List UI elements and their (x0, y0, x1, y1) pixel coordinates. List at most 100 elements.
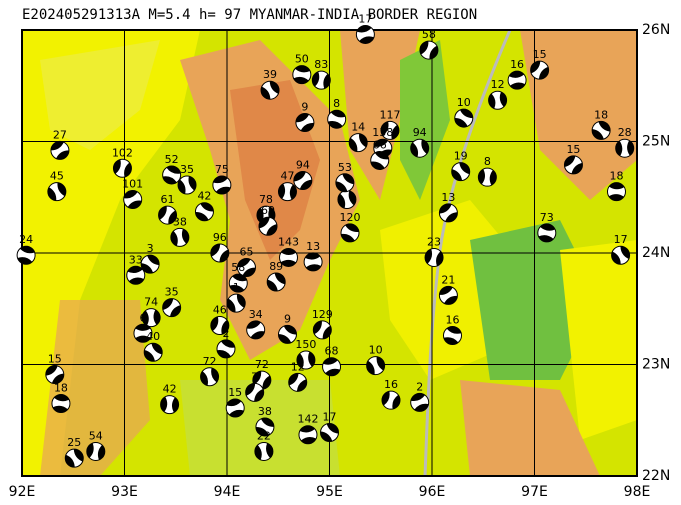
compression-quadrant (488, 91, 507, 109)
compression-quadrant (226, 398, 244, 417)
depth-label: 72 (255, 358, 269, 371)
depth-label: 15 (533, 48, 547, 61)
compression-quadrant (328, 110, 346, 129)
focal-mechanism: 129 (312, 308, 333, 340)
map-title: E202405291313A M=5.4 h= 97 MYANMAR-INDIA… (22, 7, 477, 23)
focal-mechanism: 42 (160, 383, 180, 415)
depth-label: 34 (249, 308, 263, 321)
focal-mechanism: 8 (327, 97, 347, 129)
depth-label: 25 (67, 436, 81, 449)
focal-mechanism: 15 (563, 143, 583, 175)
compression-quadrant (538, 223, 556, 242)
lon-label: 94E (214, 484, 241, 500)
depth-label: 10 (369, 344, 383, 357)
compression-quadrant (341, 223, 359, 242)
compression-quadrant (296, 351, 315, 369)
compression-quadrant (608, 182, 625, 201)
depth-label: 38 (173, 215, 187, 228)
compression-quadrant (261, 81, 280, 100)
depth-label: 35 (165, 286, 179, 299)
compression-quadrant (564, 155, 583, 174)
lon-label: 96E (419, 484, 446, 500)
focal-mechanism: 16 (507, 58, 527, 90)
compression-quadrant (611, 246, 630, 265)
compression-quadrant (410, 139, 429, 157)
depth-label: 27 (53, 128, 67, 141)
compression-quadrant (530, 61, 549, 80)
compression-quadrant (508, 71, 526, 90)
compression-quadrant (123, 190, 142, 209)
focal-mechanism: 40 (143, 330, 163, 362)
depth-label: 83 (314, 58, 328, 71)
focal-mechanism: 1 (226, 281, 246, 313)
compression-quadrant (299, 425, 317, 444)
depth-label: 39 (263, 68, 277, 81)
depth-label: 17 (614, 233, 628, 246)
depth-label: 52 (165, 153, 179, 166)
compression-quadrant (200, 367, 219, 386)
compression-quadrant (373, 139, 392, 158)
compression-quadrant (229, 274, 247, 293)
compression-quadrant (210, 244, 229, 262)
focal-mechanism: 58 (419, 28, 439, 60)
compression-quadrant (195, 202, 214, 221)
depth-label: 9 (301, 101, 308, 114)
depth-label: 50 (295, 53, 309, 66)
focal-mechanism: 143 (278, 235, 299, 267)
compression-quadrant (86, 443, 105, 460)
focal-mechanism: 33 (126, 253, 146, 285)
depth-label: 15 (48, 353, 62, 366)
compression-quadrant (305, 252, 322, 271)
depth-label: 45 (50, 170, 64, 183)
lat-label: 26N (642, 22, 670, 38)
compression-quadrant (295, 113, 314, 132)
depth-label: 8 (333, 97, 340, 110)
focal-mechanism: 18 (591, 108, 611, 140)
focal-mechanism: 12 (288, 360, 308, 392)
focal-mechanism: 25 (64, 436, 84, 468)
focal-mechanism: 28 (615, 126, 635, 158)
compression-quadrant (135, 324, 151, 343)
depth-label: 68 (325, 345, 339, 358)
focal-mechanism: 8 (477, 155, 497, 187)
focal-mechanism: 142 (297, 413, 318, 445)
depth-label: 142 (297, 413, 318, 426)
focal-mechanism: 19 (451, 150, 471, 182)
compression-quadrant (288, 373, 307, 392)
depth-label: 28 (618, 126, 632, 139)
focal-mechanism: 23 (424, 235, 444, 267)
focal-mechanism: 83 (311, 58, 331, 90)
focal-mechanism: 89 (266, 260, 286, 292)
focal-mechanism: 17 (355, 12, 375, 44)
depth-label: 17 (323, 411, 337, 424)
compression-quadrant (280, 248, 297, 267)
compression-quadrant (278, 325, 297, 344)
focal-mechanism: 9 (295, 101, 315, 133)
focal-mechanism: 27 (50, 128, 70, 160)
compression-quadrant (366, 356, 385, 375)
compression-quadrant (592, 121, 611, 140)
depth-label: 75 (215, 163, 229, 176)
compression-quadrant (113, 159, 132, 178)
depth-label: 129 (312, 308, 333, 321)
depth-label: 15 (228, 386, 242, 399)
depth-label: 35 (180, 163, 194, 176)
depth-label: 17 (358, 12, 372, 25)
depth-label: 65 (239, 245, 253, 258)
compression-quadrant (439, 203, 458, 222)
depth-label: 10 (457, 96, 471, 109)
depth-label: 15 (566, 143, 580, 156)
focal-mechanism: 17 (320, 411, 339, 443)
lat-label: 25N (642, 134, 670, 150)
compression-quadrant (323, 357, 341, 376)
compression-quadrant (320, 423, 339, 442)
compression-quadrant (50, 141, 69, 160)
depth-label: 61 (161, 193, 175, 206)
depth-label: 18 (594, 108, 608, 121)
focal-mechanism: 10 (454, 96, 474, 128)
depth-label: 12 (291, 360, 305, 373)
lon-label: 93E (111, 484, 138, 500)
depth-label: 14 (351, 121, 365, 134)
compression-quadrant (252, 371, 271, 390)
focal-mechanism: 17 (611, 233, 631, 265)
